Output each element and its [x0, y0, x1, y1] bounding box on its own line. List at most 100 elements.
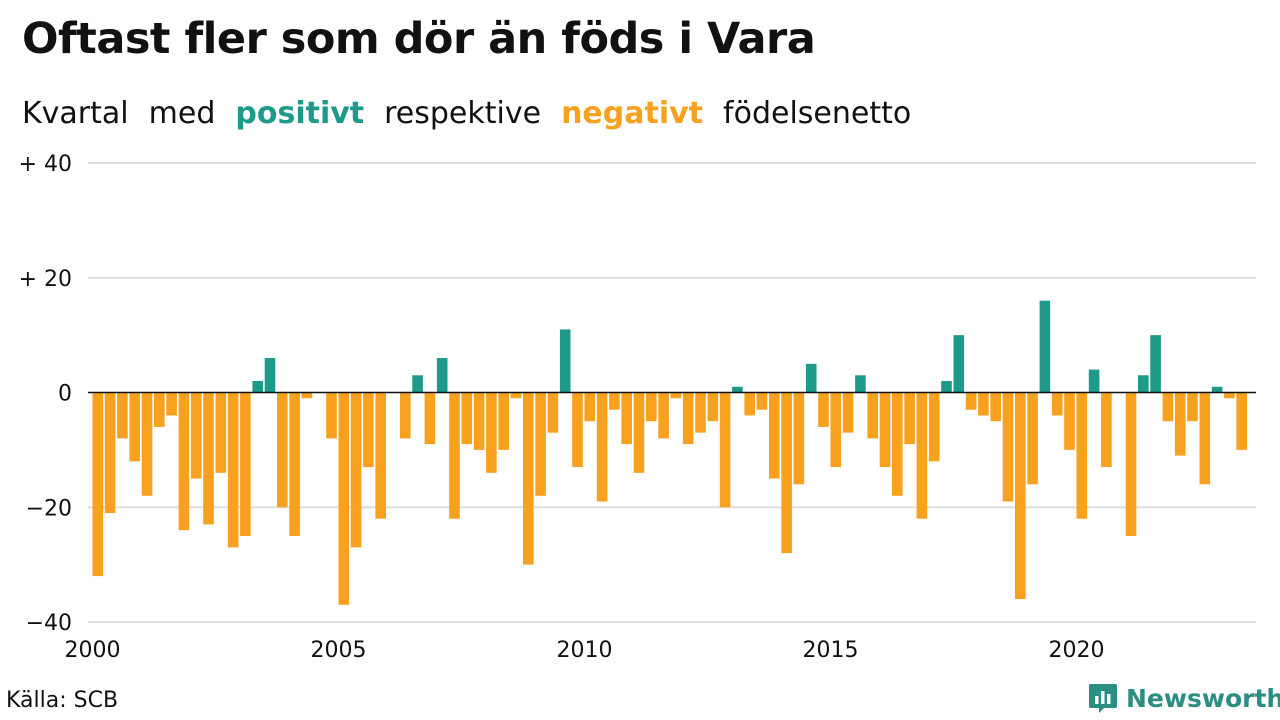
- bar: [473, 392, 485, 450]
- bar: [953, 335, 965, 393]
- subtitle-positive: positivt: [235, 96, 365, 131]
- bar: [756, 392, 768, 410]
- bar: [707, 392, 719, 422]
- bar: [609, 392, 620, 410]
- bar: [1051, 392, 1063, 416]
- bar: [842, 392, 854, 433]
- newsworthy-logo-icon: [1089, 684, 1117, 713]
- y-tick-label: + 20: [19, 267, 72, 292]
- bar: [412, 375, 423, 393]
- bar: [1211, 386, 1223, 393]
- bar: [117, 392, 128, 439]
- bar: [965, 392, 977, 410]
- bars: [92, 300, 1247, 605]
- bar: [719, 392, 731, 508]
- bar: [941, 381, 952, 393]
- bar: [633, 392, 645, 473]
- bar: [547, 392, 559, 433]
- bar: [1162, 392, 1174, 422]
- bar: [793, 392, 805, 485]
- source-note: Källa: SCB: [6, 688, 119, 713]
- bar: [1064, 392, 1075, 450]
- bar: [104, 392, 116, 513]
- x-tick-label: 2010: [557, 638, 613, 663]
- x-tick-label: 2015: [803, 638, 859, 663]
- bar: [818, 392, 829, 427]
- bar: [92, 392, 104, 577]
- bar: [203, 392, 214, 525]
- bar: [1088, 369, 1100, 393]
- bar: [670, 392, 682, 399]
- bar: [190, 392, 202, 479]
- bar: [375, 392, 386, 519]
- bar: [1236, 392, 1247, 450]
- bar: [363, 392, 374, 468]
- bar: [510, 392, 522, 399]
- bar: [990, 392, 1001, 422]
- y-axis: + 40 + 20 0 −20 −40: [19, 152, 72, 636]
- bar: [978, 392, 989, 416]
- bar: [129, 392, 140, 462]
- subtitle-med: med: [148, 96, 216, 131]
- y-tick-label: 0: [58, 382, 72, 407]
- brand-name: Newsworthy: [1126, 683, 1280, 713]
- chart-title: Oftast fler som dör än föds i Vara: [22, 14, 816, 64]
- bar: [289, 392, 300, 536]
- bar: [744, 392, 755, 416]
- bar: [436, 358, 448, 393]
- subtitle-suffix: födelsenetto: [723, 96, 912, 131]
- bar: [240, 392, 251, 536]
- bar: [461, 392, 473, 445]
- subtitle-negative: negativt: [561, 96, 704, 131]
- bar: [1224, 392, 1235, 399]
- bar: [1027, 392, 1038, 485]
- bar: [215, 392, 227, 473]
- bar: [1015, 392, 1026, 600]
- bar: [879, 392, 891, 468]
- bar: [805, 363, 817, 393]
- bar: [904, 392, 915, 445]
- bar: [252, 381, 263, 393]
- bar: [892, 392, 903, 496]
- bar: [621, 392, 632, 445]
- bar: [584, 392, 596, 422]
- bar: [1101, 392, 1112, 468]
- bar: [326, 392, 337, 439]
- bar: [1174, 392, 1186, 456]
- bar: [523, 392, 534, 565]
- bar: [338, 392, 350, 605]
- bar: [769, 392, 780, 479]
- bar: [277, 392, 288, 508]
- bar: [301, 392, 313, 399]
- bar: [1039, 300, 1051, 393]
- bar: [154, 392, 165, 427]
- bar: [682, 392, 694, 445]
- bar: [1076, 392, 1088, 519]
- bar: [166, 392, 177, 416]
- x-tick-label: 2000: [65, 638, 121, 663]
- bar: [1138, 375, 1149, 393]
- bar: [646, 392, 657, 422]
- bar: [695, 392, 706, 433]
- y-tick-label: −40: [26, 611, 72, 636]
- x-tick-label: 2020: [1049, 638, 1105, 663]
- bar: [1125, 392, 1137, 536]
- bar: [449, 392, 460, 519]
- bar: [658, 392, 669, 439]
- bar: [1002, 392, 1014, 502]
- chart-subtitle: Kvartal med positivt respektive negativt föde…: [22, 96, 911, 131]
- bar: [1199, 392, 1211, 485]
- bar: [596, 392, 608, 502]
- bar: [1187, 392, 1198, 422]
- bar: [781, 392, 792, 554]
- bar: [178, 392, 190, 531]
- x-tick-label: 2005: [311, 638, 367, 663]
- bar: [928, 392, 940, 462]
- bar: [227, 392, 239, 548]
- bar: [867, 392, 878, 439]
- bar: [855, 375, 866, 393]
- bar: [424, 392, 436, 445]
- y-tick-label: + 40: [19, 152, 72, 177]
- brand-logo: Newsworthy: [1088, 682, 1280, 714]
